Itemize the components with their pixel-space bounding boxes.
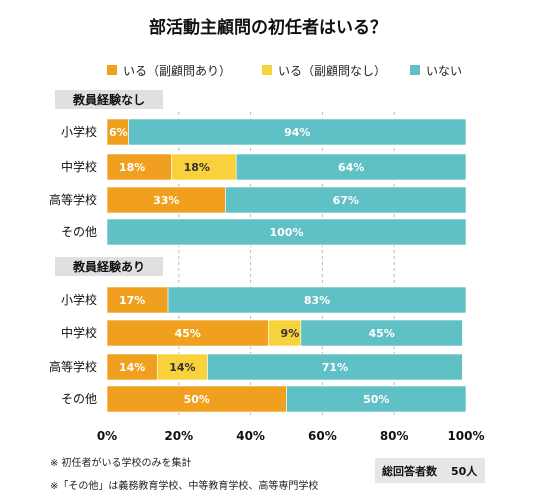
category-label: 小学校 — [61, 292, 97, 307]
bar-segment — [225, 186, 467, 214]
data-label: 14% — [119, 361, 145, 374]
data-label: 17% — [119, 294, 145, 307]
data-label: 18% — [184, 161, 210, 174]
group-header-2: 教員経験あり — [72, 259, 145, 274]
x-tick-label-1: 0% — [97, 429, 117, 443]
data-label: 50% — [184, 393, 210, 406]
category-label: その他 — [61, 225, 97, 239]
data-label: 83% — [304, 294, 330, 307]
data-label: 71% — [322, 361, 348, 374]
data-label: 45% — [175, 327, 201, 340]
bar-segment — [106, 286, 169, 314]
x-tick-label-2: 20% — [164, 429, 193, 443]
bar-segment — [106, 353, 158, 381]
data-label: 33% — [153, 194, 179, 207]
data-label: 18% — [119, 161, 145, 174]
data-label: 94% — [284, 126, 310, 139]
legend-label-3: いない — [426, 64, 462, 78]
data-label: 6% — [109, 126, 128, 139]
legend-swatch-1 — [107, 65, 117, 75]
bar-segment — [171, 153, 237, 181]
total-value: 50人 — [451, 464, 478, 478]
bar-segment — [106, 319, 269, 347]
category-label: 小学校 — [61, 124, 97, 139]
x-tick-label-3: 40% — [236, 429, 265, 443]
category-label: その他 — [61, 392, 97, 406]
category-label: 高等学校 — [49, 359, 97, 374]
data-label: 100% — [270, 226, 304, 239]
category-label: 高等学校 — [49, 192, 97, 207]
bar-segment — [300, 319, 463, 347]
bar-segment — [167, 286, 467, 314]
group-header-bg-2 — [55, 257, 163, 276]
bar-segment — [106, 218, 467, 246]
data-label: 45% — [368, 327, 394, 340]
bar-segment — [106, 385, 287, 413]
bar-segment — [128, 118, 467, 146]
data-label: 50% — [363, 393, 389, 406]
bar-segment — [207, 353, 463, 381]
footnote-2: ※「その他」は義務教育学校、中等教育学校、高等専門学校 — [50, 479, 318, 492]
bar-segment — [106, 186, 226, 214]
legend-swatch-3 — [410, 65, 420, 75]
legend-swatch-2 — [262, 65, 272, 75]
group-header-bg-1 — [55, 90, 163, 109]
x-tick-label-5: 80% — [380, 429, 409, 443]
bar-segment — [268, 319, 302, 347]
bar-segment — [235, 153, 467, 181]
data-label: 64% — [338, 161, 364, 174]
total-box — [375, 458, 485, 483]
category-label: 中学校 — [61, 159, 97, 174]
data-label: 67% — [333, 194, 359, 207]
x-axis: 0% 20% 40% 60% 80% 100% — [97, 429, 485, 443]
legend: いる（副顧問あり） いる（副顧問なし） いない — [107, 63, 462, 78]
footnote-1: ※ 初任者がいる学校のみを集計 — [50, 456, 192, 469]
bar-segment — [286, 385, 467, 413]
legend-label-2: いる（副顧問なし） — [278, 63, 386, 78]
total-label: 総回答者数 — [382, 464, 438, 478]
chart-title: 部活動主顧問の初任者はいる？ — [149, 17, 387, 38]
data-label: 14% — [169, 361, 195, 374]
x-tick-label-4: 60% — [308, 429, 337, 443]
data-label: 9% — [281, 327, 300, 340]
group-header-1: 教員経験なし — [72, 92, 145, 107]
x-tick-label-6: 100% — [447, 429, 484, 443]
category-label: 中学校 — [61, 325, 97, 340]
legend-label-1: いる（副顧問あり） — [123, 63, 231, 78]
